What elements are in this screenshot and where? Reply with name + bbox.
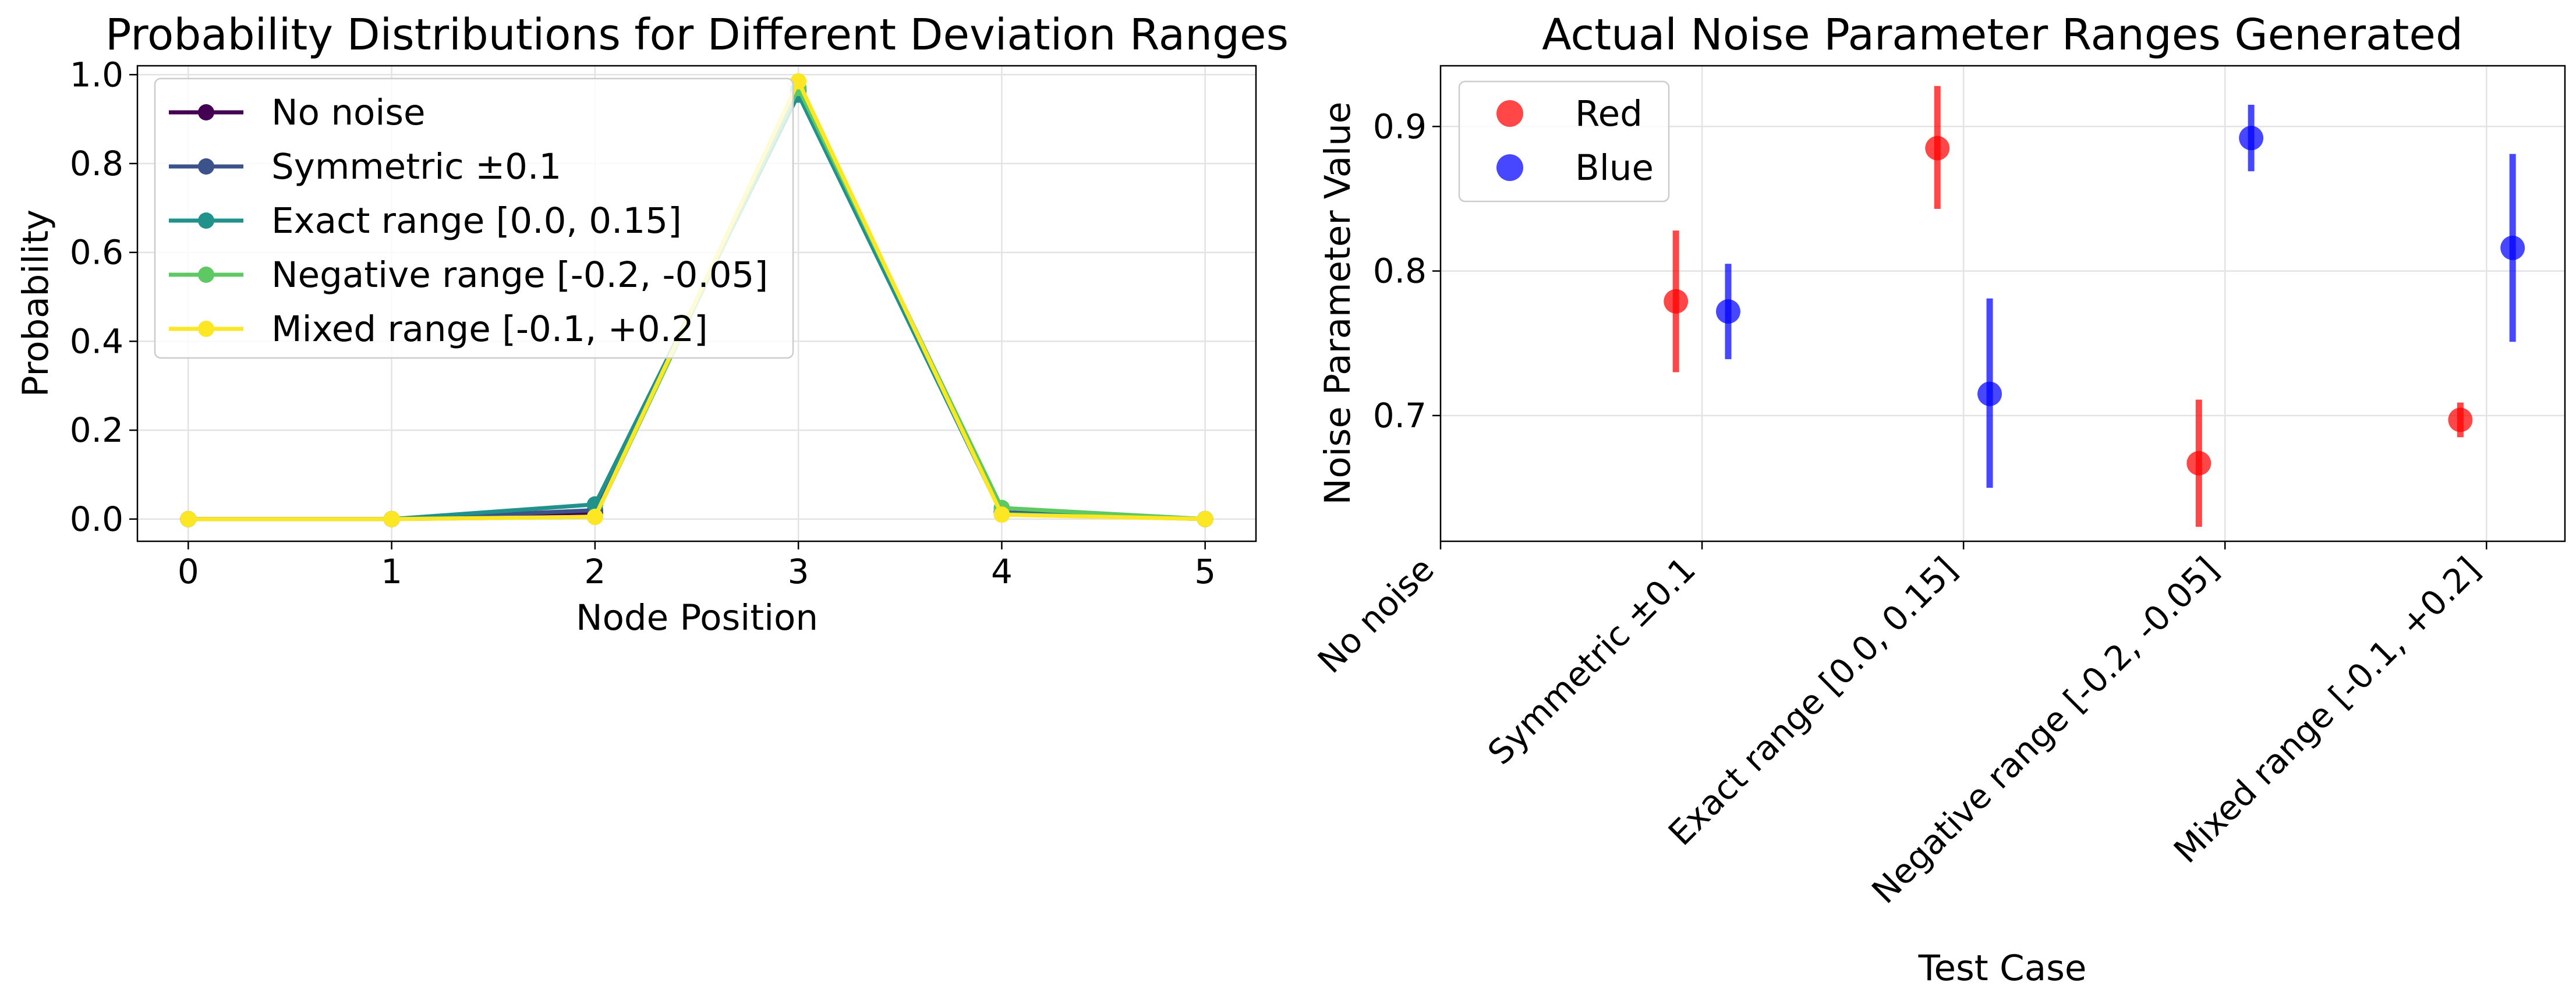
legend-marker — [198, 212, 214, 229]
series-1 — [1715, 105, 2525, 488]
chart2-xlabel: Test Case — [1918, 948, 2087, 989]
y-tick-label: 0.8 — [70, 144, 123, 183]
x-tick-label: 1 — [381, 552, 402, 591]
x-tick-label: 0 — [178, 552, 199, 591]
x-tick-label: No noise — [1310, 549, 1442, 681]
legend-entry: Negative range [-0.2, -0.05] — [169, 254, 768, 296]
noise-range-chart: Actual Noise Parameter Ranges Generated … — [1310, 10, 2566, 989]
x-tick-label: Exact range [0.0, 0.15] — [1661, 549, 1965, 853]
data-point — [586, 509, 603, 526]
legend-entry: Symmetric ±0.1 — [169, 146, 561, 187]
chart2-ylabel: Noise Parameter Value — [1317, 102, 1358, 505]
legend-label: Blue — [1575, 147, 1654, 189]
legend-label: Symmetric ±0.1 — [271, 146, 561, 187]
legend-marker — [198, 267, 214, 283]
legend-entry: Mixed range [-0.1, +0.2] — [169, 308, 708, 350]
data-point — [790, 73, 807, 90]
y-tick-label: 0.0 — [70, 499, 123, 539]
legend-marker — [198, 158, 214, 175]
legend-marker — [198, 321, 214, 337]
legend-box — [154, 77, 794, 359]
x-tick-label: Mixed range [-0.1, +0.2] — [2166, 549, 2487, 871]
legend-label: Exact range [0.0, 0.15] — [271, 200, 682, 242]
chart1-legend: No noise Symmetric ±0.1 Exact range [0.0, … — [154, 77, 794, 359]
legend-marker — [1496, 100, 1523, 127]
data-point — [2239, 126, 2264, 151]
data-point — [180, 510, 197, 527]
chart1-ticks: 0 1 2 3 4 5 0.0 0.2 0.4 0.6 0.8 1.0 — [70, 55, 1216, 591]
chart2-title: Actual Noise Parameter Ranges Generated — [1542, 10, 2463, 60]
data-point — [1197, 510, 1213, 527]
legend-marker — [198, 104, 214, 120]
legend-entry: Red — [1496, 93, 1643, 134]
data-point — [993, 506, 1010, 523]
data-point — [2500, 235, 2525, 260]
data-point — [1664, 289, 1689, 314]
y-tick-label: 0.4 — [70, 321, 123, 361]
legend-entry: Exact range [0.0, 0.15] — [169, 200, 682, 242]
series-0 — [1664, 86, 2473, 527]
legend-label: No noise — [271, 92, 426, 133]
data-point — [1977, 381, 2002, 406]
x-tick-label: 3 — [788, 552, 809, 591]
y-tick-label: 0.8 — [1373, 251, 1427, 291]
legend-label: Negative range [-0.2, -0.05] — [271, 254, 768, 296]
chart1-frame — [136, 65, 1257, 542]
data-point — [2186, 450, 2211, 476]
chart2-legend: Red Blue — [1458, 80, 1670, 203]
x-tick-label: 2 — [584, 552, 606, 591]
legend-label: Red — [1575, 93, 1643, 134]
y-tick-label: 0.6 — [70, 233, 123, 272]
data-point — [2448, 407, 2473, 432]
chart1-xlabel: Node Position — [576, 597, 818, 638]
chart2-frame — [1439, 65, 2566, 542]
data-point — [1715, 299, 1740, 324]
y-tick-label: 0.9 — [1373, 107, 1427, 146]
x-tick-label: Symmetric ±0.1 — [1480, 549, 1703, 772]
legend-label: Mixed range [-0.1, +0.2] — [271, 308, 708, 350]
x-tick-label: 5 — [1194, 552, 1216, 591]
legend-marker — [1496, 154, 1523, 181]
data-point — [1925, 136, 1950, 161]
y-tick-label: 0.7 — [1373, 396, 1427, 435]
chart1-title: Probability Distributions for Different … — [105, 10, 1289, 60]
y-tick-label: 0.2 — [70, 410, 123, 450]
y-tick-label: 1.0 — [70, 55, 123, 94]
chart2-series — [1664, 86, 2525, 527]
data-point — [383, 510, 400, 527]
legend-entry: Blue — [1496, 147, 1654, 189]
x-tick-label: 4 — [991, 552, 1013, 591]
legend-entry: No noise — [169, 92, 426, 133]
chart1-ylabel: Probability — [15, 210, 56, 397]
probability-chart: Probability Distributions for Different … — [15, 10, 1289, 638]
